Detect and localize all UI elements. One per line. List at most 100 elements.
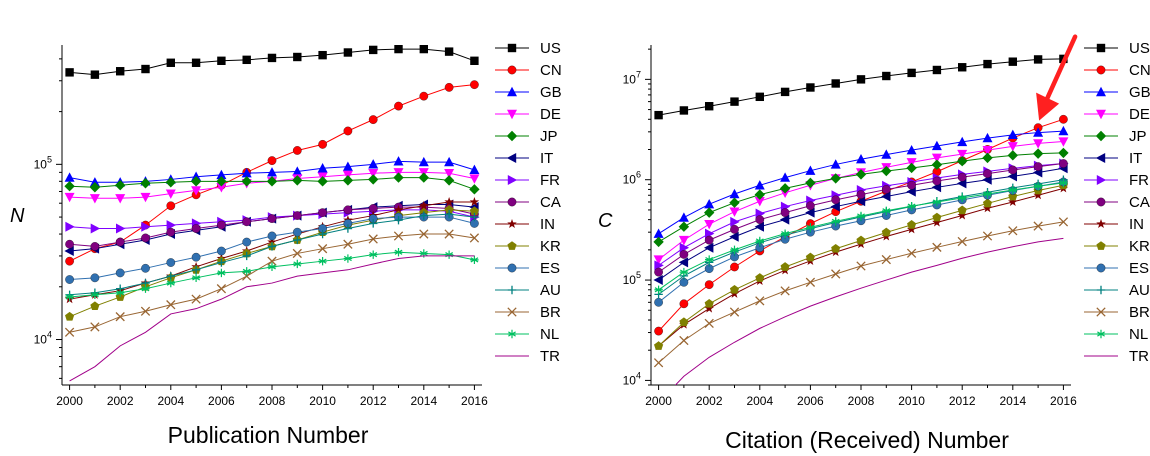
data-point-es [242, 237, 252, 247]
data-point-de [1033, 139, 1044, 149]
data-point-cn [1059, 114, 1068, 124]
data-point-us [419, 45, 429, 54]
data-point-kr [65, 311, 75, 321]
data-point-kr [755, 273, 765, 282]
data-point-de [982, 145, 993, 156]
legend-label-fr: FR [540, 172, 560, 189]
data-point-es [267, 231, 277, 241]
data-point-it [830, 201, 840, 212]
data-point-de [444, 169, 455, 179]
data-point-gb [469, 164, 480, 175]
data-point-ca [704, 235, 714, 245]
series-line-tr [69, 255, 475, 382]
data-point-br [115, 312, 125, 322]
plot-area [64, 45, 480, 382]
data-point-cn [654, 326, 663, 336]
data-point-gb [292, 166, 303, 176]
data-point-de [931, 153, 942, 164]
data-point-es [654, 297, 663, 307]
data-point-kr [704, 298, 714, 308]
data-point-kr [957, 205, 967, 215]
data-point-nl [907, 201, 916, 211]
x-tick-label: 2004 [157, 394, 184, 408]
legend-label-de: DE [540, 106, 561, 123]
data-point-cn [368, 115, 378, 124]
data-point-jp [779, 183, 791, 194]
legend: US CN GB DE JP IT FR CA IN KR ES AU BR NL TR [495, 40, 562, 365]
data-point-br [881, 254, 891, 265]
data-point-ca [141, 233, 150, 243]
data-point-br [1033, 221, 1043, 231]
legend-label-in: IN [1129, 216, 1144, 233]
data-point-gb [881, 149, 892, 159]
legend-marker-nl [507, 329, 517, 339]
data-point-jp [906, 162, 917, 174]
legend-marker-au [1096, 285, 1106, 295]
data-point-au [470, 212, 479, 222]
data-point-cn [679, 299, 689, 309]
legend-marker-de [1096, 109, 1106, 120]
data-point-cn [730, 262, 739, 272]
data-point-ca [654, 267, 663, 277]
legend-marker-jp [506, 130, 518, 142]
legend-marker-in [507, 219, 517, 229]
data-point-jp [342, 175, 354, 186]
data-point-br [1008, 226, 1018, 236]
data-point-nl [141, 284, 150, 293]
data-point-br [267, 256, 277, 266]
data-point-nl [932, 197, 942, 207]
data-point-au [293, 235, 302, 245]
data-point-ca [318, 208, 327, 217]
legend-marker-es [1096, 263, 1106, 273]
data-point-jp [703, 207, 715, 218]
data-point-ca [90, 242, 100, 251]
data-point-br [191, 294, 201, 304]
data-point-ca [983, 169, 992, 178]
data-point-ca [292, 211, 302, 220]
data-point-us [191, 58, 201, 67]
data-point-cn [470, 80, 479, 90]
data-point-ca [115, 237, 125, 247]
data-point-us [242, 55, 251, 65]
legend-label-gb: GB [540, 84, 562, 101]
chart-panel-2: 2000 2002 2004 2006 2008 2010 2012 2014 2016 104 1… [598, 34, 1150, 453]
data-point-gb [856, 154, 866, 164]
data-point-br [90, 322, 100, 332]
data-point-ca [907, 180, 916, 190]
data-point-br [444, 229, 454, 239]
data-point-de [165, 189, 176, 199]
legend-label-fr: FR [1129, 172, 1149, 189]
data-point-jp [114, 180, 126, 191]
x-tick-label: 2014 [410, 394, 437, 408]
data-point-gb [267, 167, 277, 177]
x-tick-label: 2008 [848, 394, 875, 408]
data-point-fr [90, 223, 101, 234]
x-tick-label: 2006 [208, 394, 235, 408]
data-point-us [141, 64, 150, 74]
data-point-br [393, 231, 404, 241]
data-point-jp [140, 178, 151, 189]
data-point-it [754, 221, 764, 232]
data-point-br [755, 296, 765, 306]
data-point-jp [190, 176, 202, 187]
data-point-jp [443, 175, 455, 186]
data-point-jp [653, 236, 664, 248]
y-tick-label: 106 [623, 170, 641, 187]
data-point-cn [318, 140, 327, 149]
data-point-us [318, 50, 327, 60]
data-point-ca [679, 250, 689, 259]
annotation-arrow-head [1036, 92, 1060, 121]
data-point-in [419, 200, 429, 210]
data-point-gb [444, 156, 455, 167]
legend-label-br: BR [540, 304, 561, 321]
data-point-fr [115, 223, 126, 234]
legend-marker-fr [507, 175, 518, 185]
data-point-gb [368, 159, 379, 169]
x-tick-label: 2010 [309, 394, 336, 408]
data-point-nl [1059, 178, 1068, 188]
legend-label-tr: TR [1129, 348, 1149, 365]
data-point-it [881, 191, 891, 202]
data-point-cn [292, 146, 302, 155]
data-point-br [653, 358, 664, 368]
